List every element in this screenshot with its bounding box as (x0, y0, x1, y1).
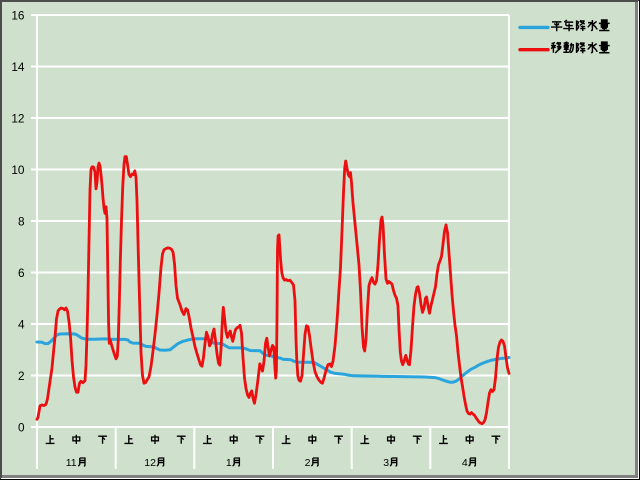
svg-text:1: 1 (226, 457, 232, 469)
svg-text:3: 3 (383, 457, 389, 469)
svg-text:16: 16 (11, 9, 25, 23)
svg-text:11: 11 (66, 457, 77, 469)
svg-text:0: 0 (18, 421, 25, 435)
svg-text:10: 10 (11, 163, 25, 177)
svg-text:4: 4 (18, 318, 25, 332)
svg-text:8: 8 (18, 215, 25, 229)
svg-text:2: 2 (305, 457, 311, 469)
svg-text:12: 12 (11, 112, 24, 126)
svg-text:14: 14 (11, 60, 25, 74)
svg-text:4: 4 (462, 457, 468, 469)
svg-text:6: 6 (18, 266, 25, 280)
svg-text:12: 12 (144, 457, 156, 469)
svg-text:2: 2 (18, 369, 25, 383)
